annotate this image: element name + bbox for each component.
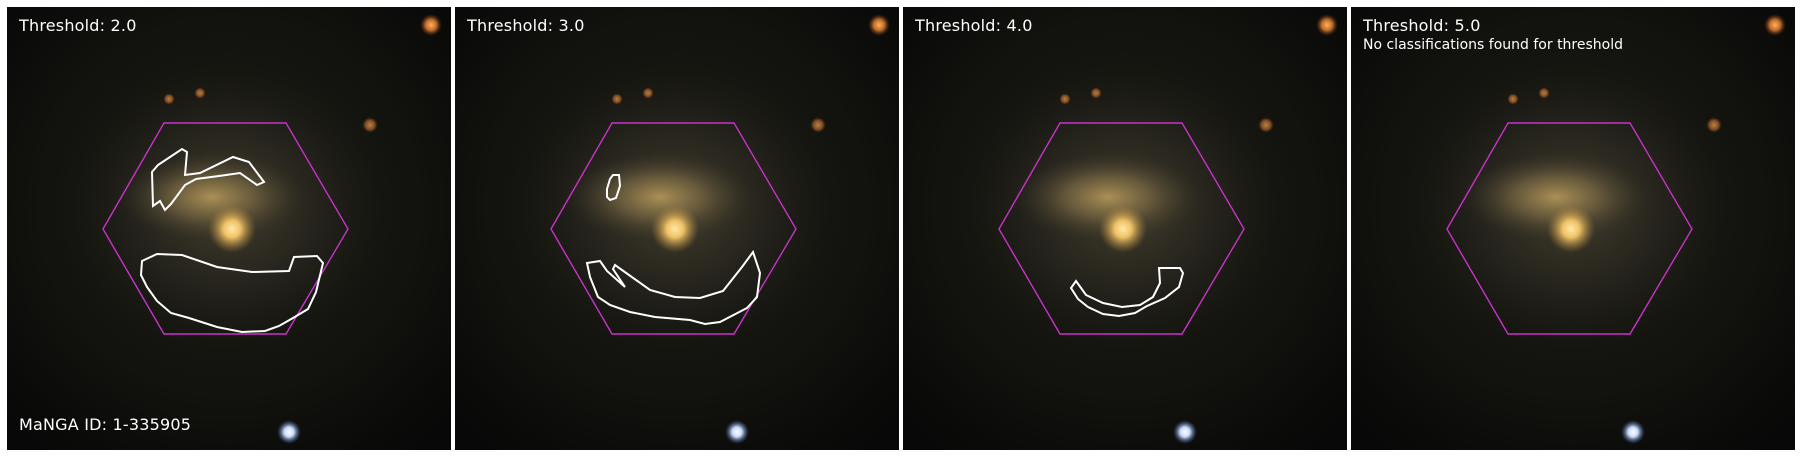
threshold-label: Threshold: 4.0 [915,16,1033,35]
galaxy-image [7,7,451,450]
hexagon-footprint [1446,122,1693,335]
panel-threshold-4: Threshold: 4.0 [903,7,1347,450]
panel-threshold-2: Threshold: 2.0 MaNGA ID: 1-335905 [7,7,451,450]
hexagon-footprint [998,122,1245,335]
contour-lower [1069,267,1185,318]
galaxy-image [1351,7,1795,450]
panel-threshold-3: Threshold: 3.0 [455,7,899,450]
galaxy-image [903,7,1347,450]
hexagon-footprint [550,122,797,335]
contour-upper [150,147,266,212]
contour-upper [606,174,622,202]
manga-id-label: MaNGA ID: 1-335905 [19,415,192,434]
threshold-label: Threshold: 5.0 [1363,16,1481,35]
panel-threshold-5: Threshold: 5.0 No classifications found … [1351,7,1795,450]
threshold-label: Threshold: 3.0 [467,16,585,35]
threshold-label: Threshold: 2.0 [19,16,137,35]
galaxy-image [455,7,899,450]
no-classifications-note: No classifications found for threshold [1363,37,1623,53]
hexagon-footprint [102,122,349,335]
contour-lower [139,252,325,334]
contour-lower [585,249,762,326]
